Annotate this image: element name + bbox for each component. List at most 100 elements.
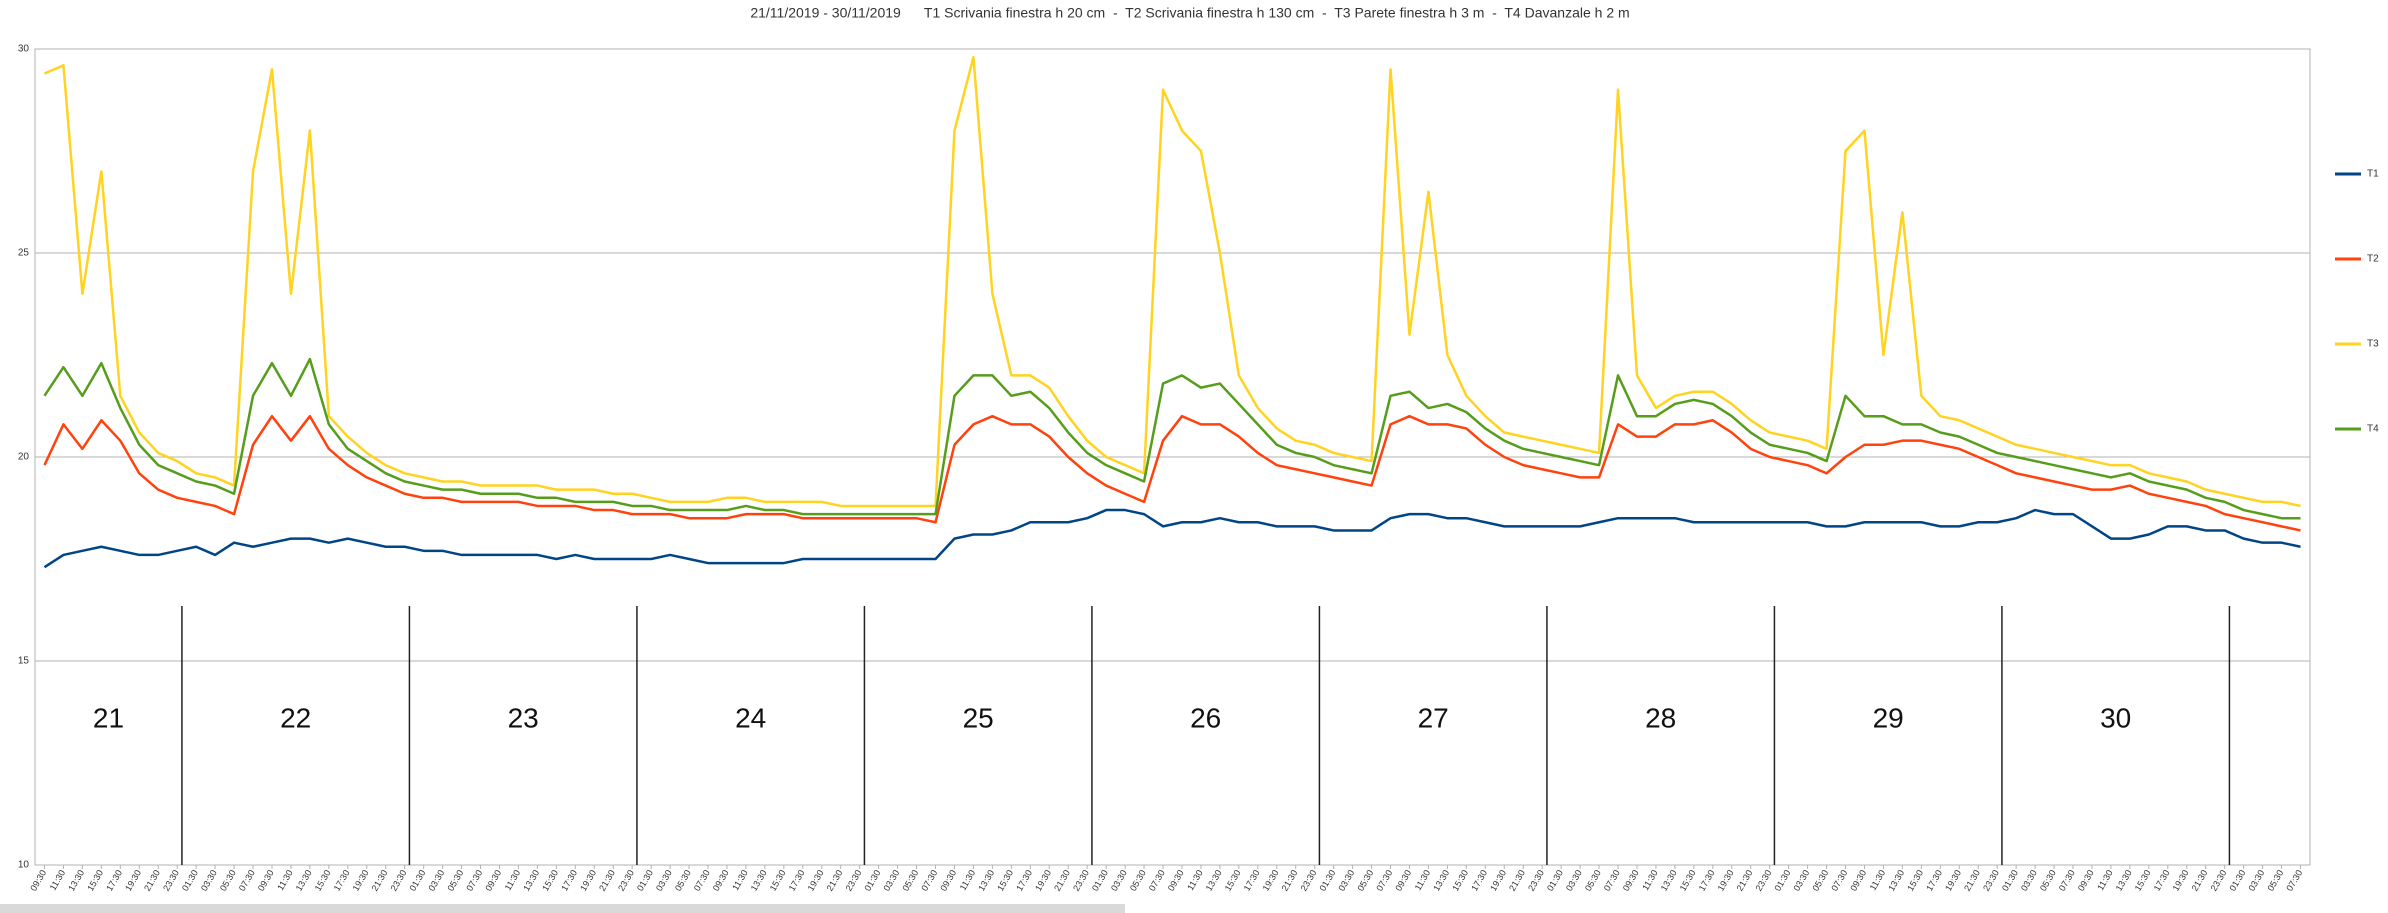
x-tick-label: 01:30 [408,868,428,893]
x-tick-label: 05:30 [445,868,465,893]
x-tick-label: 19:30 [2171,868,2191,893]
x-tick-label: 23:30 [844,868,864,893]
x-tick-label: 05:30 [2038,868,2058,893]
x-tick-label: 11:30 [730,868,750,892]
x-tick-label: 19:30 [806,868,826,893]
x-tick-label: 03:30 [881,868,901,893]
x-tick-label: 13:30 [749,868,769,893]
x-tick-label: 13:30 [521,868,541,893]
day-label: 26 [1190,702,1221,733]
scrollbar [0,904,1125,913]
x-tick-label: 07:30 [919,868,939,893]
x-tick-label: 19:30 [1033,868,1053,893]
day-label: 22 [280,702,311,733]
x-tick-label: 21:30 [370,868,390,893]
x-tick-label: 17:30 [1242,868,1262,893]
day-label: 27 [1418,702,1449,733]
x-tick-label: 17:30 [1697,868,1717,893]
x-tick-label: 09:30 [1166,868,1186,893]
x-tick-label: 13:30 [66,868,86,893]
x-tick-label: 23:30 [1071,868,1091,893]
x-tick-label: 05:30 [218,868,238,893]
x-tick-label: 17:30 [559,868,579,893]
x-tick-label: 15:30 [1223,868,1243,893]
x-tick-label: 21:30 [1962,868,1982,893]
day-label: 25 [963,702,994,733]
y-tick-label: 20 [18,452,30,463]
legend-label: T3 [2367,339,2379,350]
x-tick-label: 15:30 [768,868,788,893]
x-tick-label: 05:30 [900,868,920,893]
x-tick-label: 19:30 [578,868,598,893]
x-tick-label: 19:30 [351,868,371,893]
x-tick-label: 09:30 [711,868,731,893]
x-tick-label: 23:30 [1981,868,2001,893]
x-tick-label: 07:30 [464,868,484,893]
x-tick-label: 11:30 [1640,868,1660,892]
x-tick-label: 11:30 [48,868,68,892]
x-tick-label: 05:30 [1810,868,1830,893]
x-tick-label: 21:30 [1052,868,1072,893]
x-tick-label: 17:30 [1014,868,1034,893]
x-tick-label: 13:30 [2114,868,2134,893]
x-tick-label: 19:30 [1261,868,1281,893]
x-tick-label: 23:30 [1299,868,1319,893]
x-tick-label: 19:30 [1716,868,1736,893]
x-tick-label: 15:30 [995,868,1015,893]
x-tick-label: 21:30 [597,868,617,893]
x-tick-label: 03:30 [1791,868,1811,893]
x-tick-label: 15:30 [1905,868,1925,893]
y-tick-label: 10 [18,860,30,871]
x-tick-label: 15:30 [313,868,333,893]
chart-title: 21/11/2019 - 30/11/2019 T1 Scrivania fin… [750,5,1629,21]
x-tick-label: 15:30 [1450,868,1470,893]
x-tick-label: 23:30 [161,868,181,893]
y-tick-label: 15 [18,656,30,667]
x-tick-label: 13:30 [1659,868,1679,893]
x-tick-label: 11:30 [1868,868,1888,892]
x-tick-label: 05:30 [2265,868,2285,893]
series-line [43,55,2301,508]
series-line [43,508,2301,569]
x-tick-label: 19:30 [123,868,143,893]
x-tick-label: 03:30 [426,868,446,893]
x-tick-label: 03:30 [654,868,674,893]
x-tick-label: 03:30 [199,868,219,893]
x-tick-label: 07:30 [1829,868,1849,893]
x-tick-label: 15:30 [1678,868,1698,893]
day-label: 29 [1873,702,1904,733]
legend-label: T1 [2367,169,2379,180]
x-tick-label: 11:30 [1185,868,1205,892]
x-tick-label: 01:30 [1545,868,1565,893]
x-tick-label: 01:30 [863,868,883,893]
x-tick-label: 17:30 [787,868,807,893]
x-tick-label: 03:30 [2246,868,2266,893]
x-tick-label: 23:30 [389,868,409,893]
x-tick-label: 21:30 [1735,868,1755,893]
legend-label: T2 [2367,254,2379,265]
x-tick-label: 01:30 [2000,868,2020,893]
x-tick-label: 07:30 [1147,868,1167,893]
x-tick-label: 01:30 [1090,868,1110,893]
x-tick-label: 17:30 [332,868,352,893]
x-tick-label: 05:30 [673,868,693,893]
x-tick-label: 03:30 [1109,868,1129,893]
x-tick-label: 07:30 [237,868,257,893]
x-tick-label: 03:30 [2019,868,2039,893]
y-tick-label: 30 [18,44,30,55]
x-tick-label: 05:30 [1128,868,1148,893]
x-tick-label: 03:30 [1336,868,1356,893]
x-tick-label: 19:30 [1943,868,1963,893]
x-tick-label: 17:30 [1469,868,1489,893]
day-label: 24 [735,702,766,733]
day-label: 21 [93,702,124,733]
x-tick-label: 15:30 [85,868,105,893]
day-label: 30 [2100,702,2131,733]
x-tick-label: 11:30 [1413,868,1433,892]
x-tick-label: 09:30 [1393,868,1413,893]
x-tick-label: 11:30 [275,868,295,892]
x-tick-label: 23:30 [1526,868,1546,893]
x-tick-label: 09:30 [1848,868,1868,893]
legend-label: T4 [2367,424,2379,435]
